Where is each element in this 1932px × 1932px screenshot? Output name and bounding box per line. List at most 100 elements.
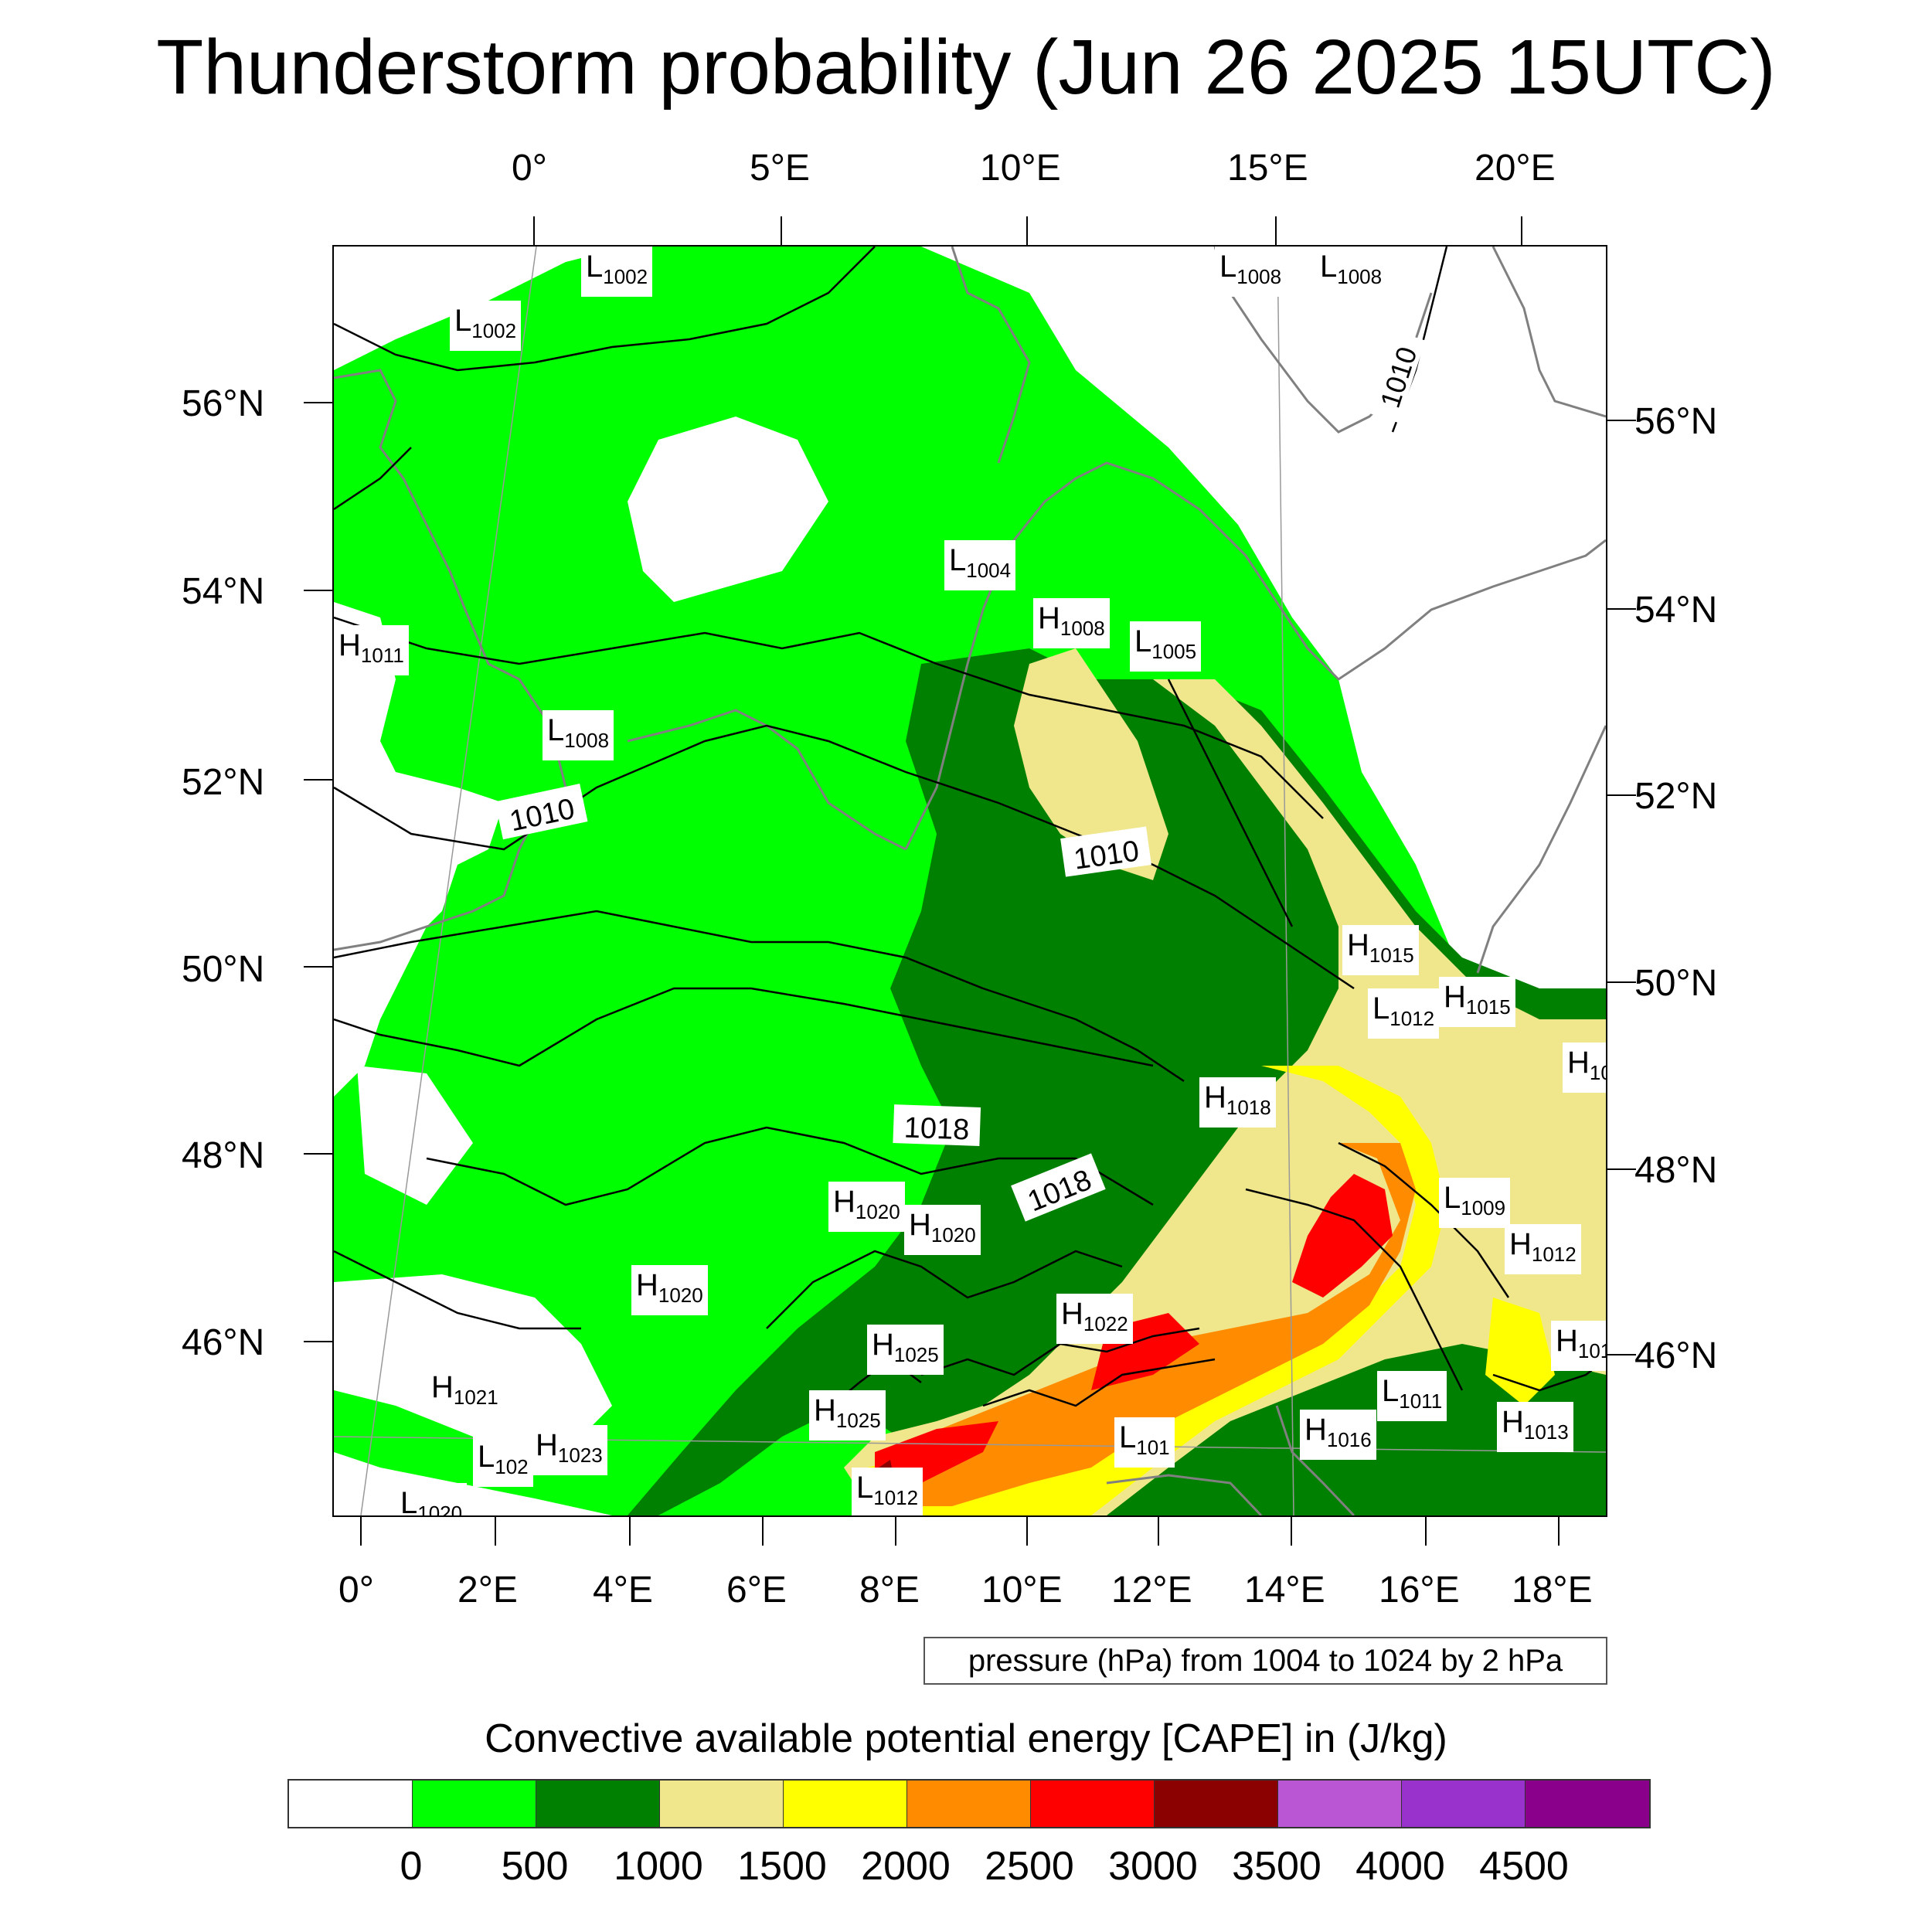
pressure-center-value: 1008 — [1060, 617, 1105, 640]
pressure-center-type: L — [1119, 1420, 1137, 1454]
tick-mark — [304, 402, 332, 403]
isobar-line — [334, 616, 1324, 819]
pressure-center-type: L — [856, 1471, 874, 1505]
pressure-center-value: 1025 — [835, 1409, 881, 1432]
tick-mark — [1521, 216, 1522, 245]
bottom-lon-label: 6°E — [726, 1570, 787, 1611]
coastline — [334, 369, 567, 951]
pressure-center-label: L1008 — [1315, 247, 1387, 297]
cape-region-khaki — [1014, 648, 1168, 880]
pressure-center-type: H — [1347, 928, 1369, 962]
pressure-center-label: H1020 — [904, 1205, 981, 1255]
pressure-center-label: H1025 — [867, 1325, 944, 1375]
pressure-center-type: L — [1219, 250, 1237, 284]
pressure-center-type: H — [872, 1328, 894, 1362]
pressure-center-value: 1012 — [1389, 1007, 1435, 1030]
colorbar-swatch — [1155, 1781, 1278, 1827]
colorbar-label: 500 — [501, 1844, 569, 1889]
left-lat-label: 46°N — [182, 1322, 265, 1363]
pressure-center-label: H1023 — [531, 1425, 607, 1475]
pressure-center-type: H — [814, 1393, 836, 1427]
pressure-center-type: L — [1134, 624, 1152, 658]
pressure-center-label: L1012 — [1368, 988, 1440, 1039]
pressure-center-value: 1011 — [360, 644, 404, 667]
cape-region-white — [334, 247, 427, 316]
tick-mark — [533, 216, 535, 245]
tick-mark — [1158, 1517, 1159, 1546]
pressure-center-type: H — [1509, 1227, 1532, 1261]
colorbar-label: 2000 — [861, 1844, 951, 1889]
pressure-center-value: 1020 — [658, 1284, 703, 1307]
pressure-center-label: H1012 — [1505, 1224, 1581, 1274]
pressure-center-label: H1015 — [1439, 977, 1515, 1027]
colorbar-label: 1500 — [737, 1844, 827, 1889]
pressure-center-label: L1004 — [944, 540, 1016, 590]
pressure-center-label: L1008 — [543, 710, 614, 760]
pressure-center-value: 1008 — [564, 729, 610, 752]
pressure-center-type: L — [1444, 1181, 1461, 1215]
tick-mark — [1425, 1517, 1427, 1546]
pressure-center-label: L1005 — [1130, 621, 1202, 672]
pressure-center-value: 101 — [1136, 1436, 1170, 1459]
pressure-center-label: H1020 — [631, 1265, 708, 1315]
right-lat-label: 46°N — [1634, 1335, 1718, 1376]
pressure-center-label: H101 — [1551, 1321, 1606, 1371]
pressure-center-value: 102 — [495, 1455, 529, 1478]
tick-mark — [781, 216, 782, 245]
pressure-center-label: H1013 — [1497, 1402, 1573, 1452]
bottom-lon-label: 0° — [338, 1570, 374, 1611]
pressure-center-type: H — [909, 1208, 931, 1242]
pressure-center-type: H — [1304, 1413, 1327, 1447]
pressure-center-label: H1008 — [1033, 598, 1110, 648]
tick-mark — [304, 1153, 332, 1155]
top-lon-label: 10°E — [980, 148, 1061, 189]
pressure-center-value: 1012 — [873, 1486, 919, 1509]
tick-mark — [304, 779, 332, 781]
isobar-line — [982, 1358, 1216, 1407]
cape-region-white — [357, 1066, 473, 1205]
pressure-center-type: H — [1502, 1405, 1524, 1439]
isobar-line — [1245, 1188, 1464, 1391]
coastline — [904, 461, 1606, 850]
pressure-center-label: H1011 — [334, 625, 409, 675]
tick-mark — [629, 1517, 631, 1546]
pressure-center-value: 1020 — [855, 1200, 900, 1223]
coastline — [627, 709, 906, 851]
pressure-center-type: H — [431, 1370, 454, 1404]
pressure-center-type: H — [636, 1268, 658, 1302]
isobar-label-text: 1018 — [903, 1112, 970, 1147]
pressure-center-type: H — [1556, 1324, 1578, 1358]
pressure-center-label: H1015 — [1342, 925, 1419, 975]
isobar-label: 1018 — [893, 1104, 981, 1147]
tick-mark — [1291, 1517, 1292, 1546]
colorbar-swatch — [289, 1781, 413, 1827]
bottom-lon-label: 12°E — [1111, 1570, 1192, 1611]
pressure-center-value: 1016 — [1326, 1428, 1372, 1451]
pressure-center-value: 1013 — [1523, 1420, 1569, 1444]
cape-region-white — [334, 1274, 612, 1452]
pressure-center-label: L102 — [473, 1437, 533, 1487]
cape-region-red — [1292, 1174, 1393, 1298]
coastline — [951, 247, 1031, 464]
bottom-lon-label: 2°E — [457, 1570, 518, 1611]
pressure-center-label: H1018 — [1199, 1077, 1276, 1128]
cape-region-khaki — [844, 679, 1606, 1515]
colorbar-swatch — [660, 1781, 784, 1827]
bottom-lon-label: 10°E — [981, 1570, 1063, 1611]
tick-mark — [1607, 420, 1636, 421]
pressure-center-value: 1008 — [1236, 265, 1282, 288]
pressure-center-value: 1015 — [1465, 995, 1511, 1019]
pressure-center-value: 10 — [1589, 1061, 1606, 1084]
pressure-center-value: 101 — [1577, 1339, 1606, 1362]
isobar-line — [334, 910, 1185, 1083]
coastline — [1106, 1474, 1263, 1515]
pressure-center-type: H — [833, 1185, 855, 1219]
bottom-lon-label: 14°E — [1244, 1570, 1325, 1611]
map-svg: 1010 1010 1010 1018 1018 — [334, 247, 1606, 1515]
tick-mark — [1607, 1354, 1636, 1355]
cape-region-green — [334, 432, 427, 556]
pressure-center-label: H1021 — [427, 1367, 503, 1417]
coastline — [1476, 725, 1606, 974]
coastline — [1492, 247, 1606, 418]
top-lon-label: 5°E — [750, 148, 810, 189]
